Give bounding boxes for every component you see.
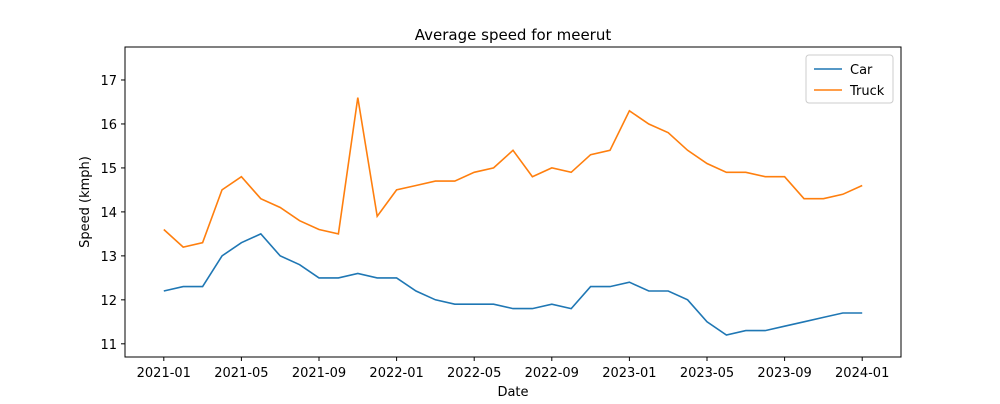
legend-label: Truck <box>849 84 885 99</box>
chart-title: Average speed for meerut <box>415 26 612 44</box>
line-series <box>163 97 863 248</box>
x-tick-label: 2023-09 <box>757 366 811 381</box>
x-axis-label: Date <box>497 385 528 400</box>
x-tick-label: 2024-01 <box>835 366 889 381</box>
line-series <box>163 232 863 336</box>
x-tick-label: 2022-05 <box>447 366 501 381</box>
y-tick-label: 16 <box>100 118 117 133</box>
plot-frame <box>124 46 902 358</box>
y-tick-label: 14 <box>100 206 117 221</box>
y-axis-label: Speed (kmph) <box>78 156 93 248</box>
y-tick-label: 17 <box>100 74 117 89</box>
x-tick-label: 2021-01 <box>137 366 191 381</box>
legend-box <box>805 54 894 104</box>
x-tick-label: 2023-05 <box>680 366 734 381</box>
y-tick-label: 11 <box>100 338 117 353</box>
y-tick-label: 15 <box>100 162 117 177</box>
y-tick-label: 12 <box>100 294 117 309</box>
legend-label: Car <box>850 63 873 78</box>
x-tick-label: 2021-09 <box>292 366 346 381</box>
y-tick-label: 13 <box>100 250 117 265</box>
x-tick-label: 2022-01 <box>369 366 423 381</box>
x-tick-label: 2023-01 <box>602 366 656 381</box>
x-tick-label: 2022-09 <box>525 366 579 381</box>
x-tick-label: 2021-05 <box>214 366 268 381</box>
